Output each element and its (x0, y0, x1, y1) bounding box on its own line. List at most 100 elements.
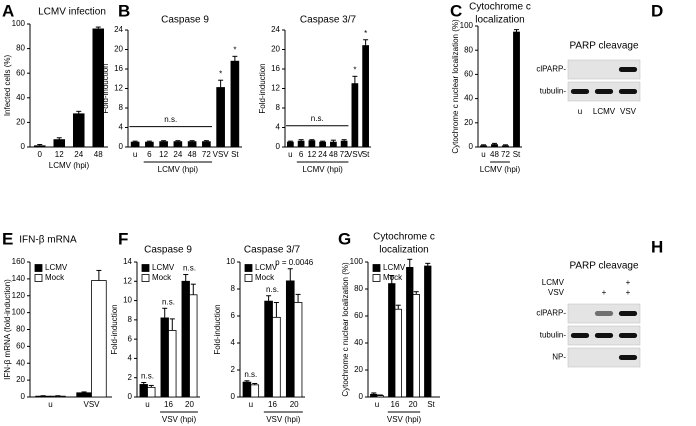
legend-swatch (244, 264, 253, 272)
error-bar (190, 283, 196, 295)
blot-row-label: clPARP- (536, 65, 566, 74)
bar (513, 31, 520, 148)
bar (53, 139, 66, 148)
bar (230, 60, 240, 148)
legend-swatch (141, 264, 150, 272)
chart-title: LCMV infection (38, 7, 106, 18)
blot-band (570, 333, 590, 338)
lane-label: u (578, 107, 582, 116)
x-tick-label: 16 (268, 400, 277, 409)
error-bar (266, 295, 272, 302)
error-bar (330, 139, 336, 143)
error-bar (377, 394, 383, 396)
x-tick-label: 48 (329, 150, 338, 159)
y-tick-label: 60 (16, 341, 25, 350)
blot-band (570, 89, 590, 94)
bar (351, 83, 359, 148)
y-tick-label: 80 (354, 284, 363, 293)
y-tick-label: 2 (231, 365, 236, 374)
error-bar (481, 144, 486, 146)
y-tick-label: 6 (231, 311, 236, 320)
bar (91, 280, 107, 398)
legend-label: Mock (152, 273, 172, 282)
bar (376, 395, 384, 398)
x-tick-label: 20 (409, 400, 418, 409)
error-bar (218, 79, 224, 88)
bar (159, 141, 168, 148)
x-tick-label: 48 (490, 150, 499, 159)
error-bar (341, 139, 347, 142)
x-tick-label: 12 (307, 150, 316, 159)
error-bar (175, 140, 181, 142)
x-tick-label: 6 (147, 150, 152, 159)
panel-letter: A (2, 1, 14, 20)
x-tick-label: u (375, 400, 379, 409)
bar (394, 308, 402, 398)
blot-band (618, 311, 638, 316)
chart-title: PARP cleavage (569, 261, 639, 272)
y-tick-label: 4 (128, 354, 133, 363)
legend-swatch (34, 264, 43, 272)
error-bar (298, 139, 304, 142)
bar (330, 141, 337, 148)
error-bar (371, 392, 377, 395)
y-tick-label: 20 (271, 45, 280, 54)
bar (308, 140, 316, 148)
chart-title: Caspase 3/7 (300, 15, 357, 26)
y-axis-label: Cytochrome c nuclear localization (%) (341, 262, 350, 397)
error-bar (203, 140, 209, 142)
x-tick-label: 48 (188, 150, 197, 159)
y-tick-label: 40 (16, 358, 25, 367)
blot-band (618, 67, 638, 72)
condition-mark: + (626, 288, 631, 297)
bar (340, 140, 348, 148)
annotation: n.s. (141, 372, 154, 381)
legend-label: Mock (383, 273, 403, 282)
error-bar (189, 140, 195, 142)
chart-title: localization (475, 15, 524, 26)
bar (388, 283, 396, 398)
legend-swatch (244, 274, 253, 282)
y-axis-label: IFN-β mRNA (fold-induction) (3, 279, 12, 380)
y-tick-label: 160 (12, 257, 26, 266)
y-tick-label: 100 (12, 19, 26, 28)
y-axis-label: Fold-induction (101, 63, 110, 113)
annotation: n.s. (183, 264, 196, 273)
bar (202, 141, 211, 148)
error-bar (162, 307, 168, 318)
blot-band (618, 89, 638, 94)
blot-row-label: clPARP- (536, 309, 566, 318)
y-tick-label: 0 (119, 142, 124, 151)
y-tick-label: 12 (123, 276, 132, 285)
error-bar (295, 293, 301, 303)
panel-letter: E (2, 229, 13, 248)
x-tick-label: 72 (340, 150, 349, 159)
lane-label: LCMV (593, 107, 616, 116)
legend-label: LCMV (383, 263, 406, 272)
error-bar (407, 258, 413, 268)
error-bar (363, 39, 369, 46)
x-tick-label: St (362, 150, 370, 159)
x-tick-label: 0 (38, 150, 43, 159)
bar (287, 141, 294, 148)
condition-label: LCMV (542, 278, 565, 287)
bar (491, 144, 498, 148)
error-bar (169, 318, 175, 331)
error-bar (273, 302, 279, 318)
legend-swatch (372, 274, 381, 282)
y-tick-label: 8 (231, 284, 236, 293)
y-tick-label: 0 (21, 142, 26, 151)
bar (424, 265, 432, 398)
x-axis-label: LCMV (hpi) (302, 165, 343, 174)
y-axis-label: Fold-induction (258, 63, 267, 113)
annotation: n.s. (244, 370, 257, 379)
annotation: n.s. (266, 285, 279, 294)
bar (181, 280, 190, 398)
y-tick-label: 24 (271, 25, 280, 34)
bar (33, 145, 46, 148)
y-tick-label: 0 (128, 392, 133, 401)
bar (250, 384, 260, 398)
y-tick-label: 20 (16, 375, 25, 384)
y-tick-label: 0 (359, 392, 364, 401)
x-tick-label: 6 (299, 150, 304, 159)
